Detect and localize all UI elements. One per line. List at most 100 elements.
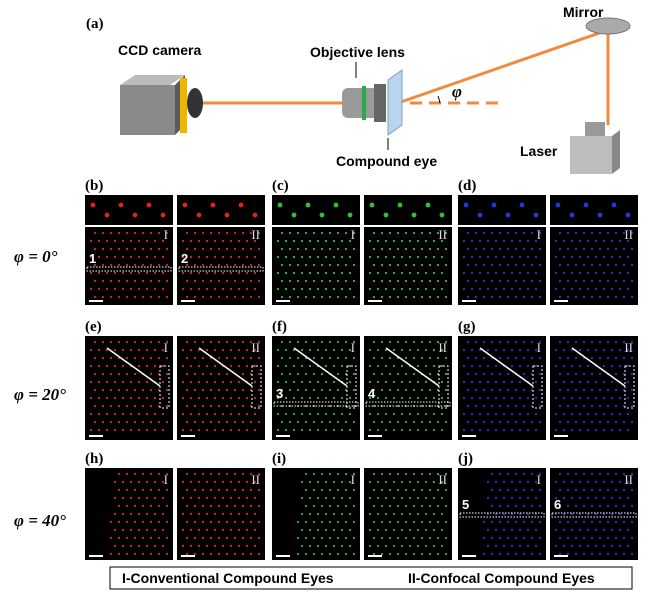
lens-spot bbox=[317, 349, 319, 351]
lens-spot bbox=[250, 248, 252, 250]
lens-spot bbox=[254, 381, 256, 383]
lens-spot bbox=[309, 240, 311, 242]
lens-spot bbox=[619, 256, 621, 258]
lens-spot bbox=[539, 421, 541, 423]
lens-spot bbox=[491, 341, 493, 343]
lens-spot bbox=[194, 489, 196, 491]
lens-spot bbox=[583, 248, 585, 250]
lens-spot bbox=[413, 505, 415, 507]
lens-spot bbox=[495, 529, 497, 531]
lens-spot bbox=[150, 232, 152, 234]
lens-spot bbox=[206, 256, 208, 258]
lens-spot bbox=[142, 521, 144, 523]
lens-spot bbox=[425, 288, 427, 290]
lens-spot bbox=[337, 232, 339, 234]
lens-spot bbox=[345, 521, 347, 523]
lens-spot bbox=[511, 365, 513, 367]
lens-spot bbox=[495, 365, 497, 367]
lens-spot bbox=[238, 529, 240, 531]
lens-spot bbox=[222, 256, 224, 258]
lens-spot bbox=[150, 537, 152, 539]
lens-spot bbox=[425, 413, 427, 415]
lens-spot bbox=[397, 264, 399, 266]
inset-dot bbox=[584, 203, 589, 208]
lens-spot bbox=[583, 521, 585, 523]
lens-spot bbox=[523, 341, 525, 343]
lens-spot bbox=[345, 421, 347, 423]
lens-spot bbox=[258, 537, 260, 539]
lens-spot bbox=[146, 397, 148, 399]
lens-spot bbox=[381, 296, 383, 298]
lens-spot bbox=[258, 264, 260, 266]
lens-spot bbox=[118, 264, 120, 266]
inset-dot bbox=[161, 213, 166, 218]
lens-spot bbox=[182, 272, 184, 274]
lens-spot bbox=[162, 397, 164, 399]
lens-spot bbox=[166, 248, 168, 250]
beam bbox=[398, 30, 608, 103]
lens-spot bbox=[385, 497, 387, 499]
lens-spot bbox=[389, 341, 391, 343]
lens-spot bbox=[218, 341, 220, 343]
lens-spot bbox=[126, 264, 128, 266]
lens-spot bbox=[254, 513, 256, 515]
lens-spot bbox=[441, 288, 443, 290]
lens-spot bbox=[150, 505, 152, 507]
lens-spot bbox=[507, 553, 509, 555]
lens-spot bbox=[555, 545, 557, 547]
lens-spot bbox=[198, 365, 200, 367]
lens-spot bbox=[293, 256, 295, 258]
lens-spot bbox=[341, 529, 343, 531]
lens-spot bbox=[214, 545, 216, 547]
lens-spot bbox=[218, 521, 220, 523]
lens-spot bbox=[154, 397, 156, 399]
lens-spot bbox=[325, 397, 327, 399]
lens-spot bbox=[599, 489, 601, 491]
lens-spot bbox=[389, 373, 391, 375]
lens-spot bbox=[305, 248, 307, 250]
lens-spot bbox=[463, 429, 465, 431]
lens-spot bbox=[158, 537, 160, 539]
lens-spot bbox=[317, 513, 319, 515]
lens-spot bbox=[309, 481, 311, 483]
lens-spot bbox=[138, 397, 140, 399]
lens-spot bbox=[190, 272, 192, 274]
lens-spot bbox=[503, 381, 505, 383]
lens-spot bbox=[186, 248, 188, 250]
lens-spot bbox=[491, 537, 493, 539]
lens-spot bbox=[527, 288, 529, 290]
inset-dot bbox=[520, 203, 525, 208]
lens-spot bbox=[238, 256, 240, 258]
lens-spot bbox=[445, 280, 447, 282]
lens-spot bbox=[190, 240, 192, 242]
lens-spot bbox=[535, 272, 537, 274]
lens-spot bbox=[463, 288, 465, 290]
lens-spot bbox=[321, 248, 323, 250]
lens-spot bbox=[603, 397, 605, 399]
lens-spot bbox=[495, 429, 497, 431]
angle-symbol: φ bbox=[452, 82, 462, 101]
half-label: I bbox=[537, 340, 541, 355]
lens-spot bbox=[182, 513, 184, 515]
lens-spot bbox=[158, 232, 160, 234]
lens-spot bbox=[345, 341, 347, 343]
lens-spot bbox=[595, 256, 597, 258]
lens-spot bbox=[186, 521, 188, 523]
lens-spot bbox=[234, 264, 236, 266]
lens-spot bbox=[313, 389, 315, 391]
lens-spot bbox=[309, 288, 311, 290]
lens-spot bbox=[110, 264, 112, 266]
lens-spot bbox=[293, 240, 295, 242]
lens-spot bbox=[297, 521, 299, 523]
profile-marker: 5 bbox=[462, 497, 469, 512]
lens-spot bbox=[491, 421, 493, 423]
lens-spot bbox=[587, 529, 589, 531]
lens-spot bbox=[186, 280, 188, 282]
mirror bbox=[586, 18, 630, 34]
inset-dot bbox=[225, 213, 230, 218]
lens-spot bbox=[222, 240, 224, 242]
lens-spot bbox=[341, 349, 343, 351]
lens-spot bbox=[118, 421, 120, 423]
lens-spot bbox=[523, 357, 525, 359]
lens-spot bbox=[599, 296, 601, 298]
